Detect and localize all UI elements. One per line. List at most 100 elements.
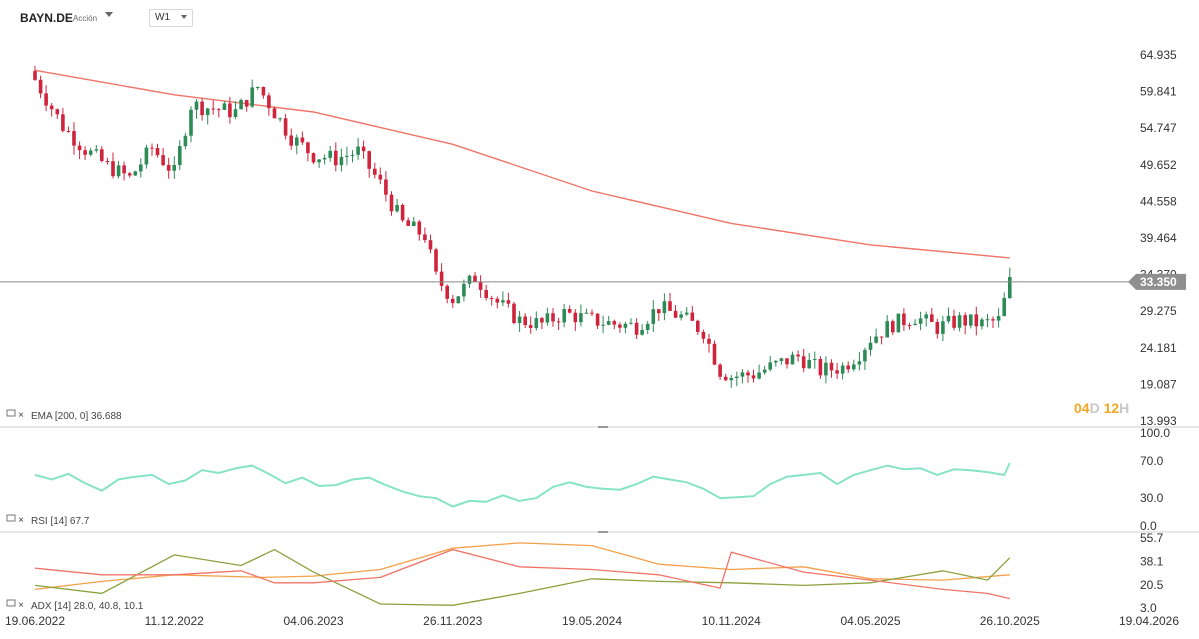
candle-body [139,164,143,172]
panel-resize-handle[interactable] [598,426,608,428]
candle-body [579,313,583,323]
candle-body [623,323,628,328]
candle-body [746,372,750,376]
candle-body [61,114,65,131]
candle-body [116,165,121,177]
candle-body [194,101,199,110]
candle-body [389,194,394,212]
candle-body [807,360,811,369]
candle-body [534,318,539,329]
candle-body [439,271,444,286]
candle-body [573,312,578,323]
candle-body [211,108,215,110]
candle-body [551,313,555,322]
time-axis-tick: 26.11.2023 [423,614,482,628]
price-axis-tick: 19.087 [1140,377,1177,391]
candle-body [150,147,154,149]
candle-body [256,87,260,88]
symbol-name[interactable]: BAYN.DE [20,11,73,25]
minus-di-line [34,548,1010,600]
candle-body [985,319,990,321]
time-axis-tick: 11.12.2022 [145,614,204,628]
candle-body [144,147,149,165]
candle-body [835,370,839,374]
candle-body [66,130,71,132]
rsi-line [34,462,1011,508]
time-axis-tick: 19.06.2022 [5,614,65,628]
candle-body [467,275,472,284]
timeframe-select[interactable]: W1 [149,9,193,27]
candle-body [1002,297,1006,316]
candle-body [774,361,778,363]
candle-body [72,131,76,146]
candle-body [278,118,282,120]
price-axis-tick: 64.935 [1140,48,1177,62]
candle-body [55,109,60,115]
candle-body [528,325,533,328]
candle-body [729,377,734,381]
candle-body [980,319,984,327]
candle-body [1008,277,1012,298]
candle-body [77,145,82,151]
candle-body [489,298,494,299]
candle-body [155,148,160,156]
candle-body [996,316,1001,321]
current-price-value: 33.350 [1140,275,1177,289]
candle-body [400,205,405,221]
candle-body [612,321,617,325]
candle-body [512,303,516,323]
candle-body [100,149,104,161]
candle-body [824,362,828,376]
candle-body [517,316,522,323]
candle-body [885,321,889,338]
timeframe-chevron-down-icon [181,15,187,19]
time-axis-tick: 04.05.2025 [840,614,900,628]
indicator-settings-icon[interactable] [6,599,16,607]
candle-body [718,364,722,377]
indicator-remove-icon[interactable]: × [18,410,24,421]
price-axis-tick: 39.464 [1140,231,1177,245]
candle-body [345,155,349,157]
candle-body [172,165,176,171]
candle-body [272,108,277,119]
indicator-settings-icon[interactable] [6,514,16,522]
panel-resize-handle[interactable] [598,531,608,533]
candle-body [423,234,427,241]
candle-body [863,349,867,362]
price-axis-tick: 59.841 [1140,85,1177,99]
candle-body [640,330,644,335]
candle-body [679,314,683,318]
rsi-axis-tick: 70.0 [1140,454,1164,468]
candle-body [540,318,544,323]
candle-body [840,365,845,374]
candle-body [707,338,711,344]
candle-body [339,156,344,166]
indicator-remove-icon[interactable]: × [18,600,24,611]
candle-body [38,79,43,94]
price-axis-tick: 24.181 [1140,341,1177,355]
candle-body [701,331,706,339]
candle-body [322,158,327,160]
current-price-label [1128,273,1186,290]
candle-body [506,300,511,304]
candle-body [723,376,728,381]
indicator-settings-icon[interactable] [6,409,16,417]
candle-body [590,312,594,314]
candle-body [378,174,383,180]
candle-body [311,153,316,163]
candle-body [473,275,477,282]
chart-header: BAYN.DE Acción W1 [0,0,1199,30]
indicator-remove-icon[interactable]: × [18,515,24,526]
bar-countdown: 04D 12H [1074,400,1129,416]
adx-axis-tick: 55.7 [1140,531,1164,545]
symbol-dropdown-chevron-down-icon[interactable] [105,12,113,17]
candle-body [768,362,772,370]
candle-body [969,314,973,326]
candle-body [941,321,945,334]
candle-body [373,168,377,175]
candle-body [913,323,917,326]
candle-body [239,100,243,110]
candle-body [813,359,817,360]
candle-body [361,146,366,152]
